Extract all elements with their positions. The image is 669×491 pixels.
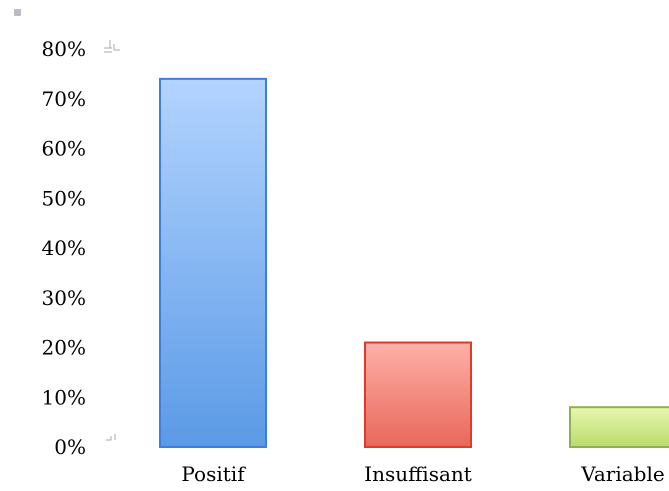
bar-variable	[569, 406, 669, 449]
y-tick-label: 70%	[42, 87, 86, 111]
x-category-label: Insuffisant	[364, 462, 472, 486]
y-tick-label: 40%	[42, 236, 86, 260]
y-tick-label: 10%	[42, 385, 86, 409]
bar-positif	[159, 77, 267, 448]
y-axis-ticks: 0% 10% 20% 30% 40% 50% 60% 70% 80%	[42, 37, 86, 459]
crop-mark-bottom-icon	[106, 434, 116, 441]
y-tick-label: 30%	[42, 286, 86, 310]
y-tick-label: 50%	[42, 186, 86, 210]
y-tick-label: 20%	[42, 336, 86, 360]
x-category-label: Variable	[580, 462, 664, 486]
y-tick-label: 80%	[42, 37, 86, 61]
y-tick-label: 0%	[54, 435, 86, 459]
chart-handle-icon	[14, 9, 21, 16]
bar-insuffisant	[364, 341, 472, 448]
y-tick-label: 60%	[42, 137, 86, 161]
x-category-label: Positif	[181, 462, 246, 486]
bars	[159, 77, 669, 449]
x-axis-labels: Positif Insuffisant Variable	[181, 462, 664, 486]
crop-mark-top-icon	[104, 40, 120, 53]
